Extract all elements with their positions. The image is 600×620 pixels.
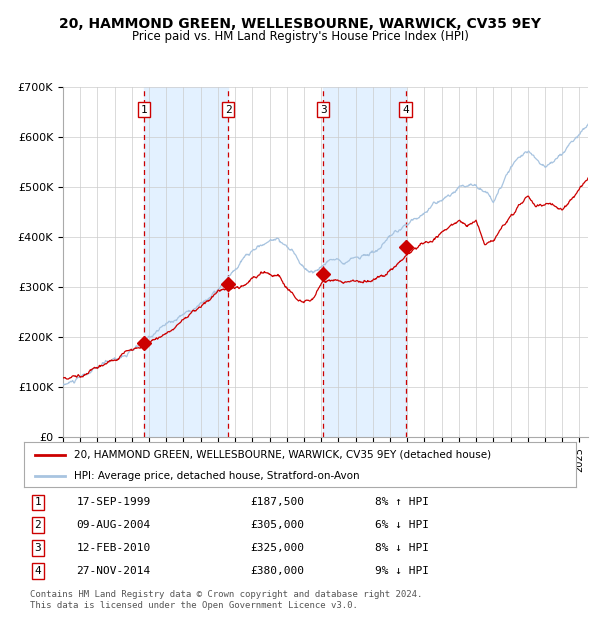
Text: Price paid vs. HM Land Registry's House Price Index (HPI): Price paid vs. HM Land Registry's House … [131,30,469,43]
Text: 8% ↓ HPI: 8% ↓ HPI [374,543,428,553]
Text: 2: 2 [225,105,232,115]
Text: 6% ↓ HPI: 6% ↓ HPI [374,520,428,530]
Text: 1: 1 [34,497,41,507]
Text: 20, HAMMOND GREEN, WELLESBOURNE, WARWICK, CV35 9EY: 20, HAMMOND GREEN, WELLESBOURNE, WARWICK… [59,17,541,32]
Text: 17-SEP-1999: 17-SEP-1999 [76,497,151,507]
Text: £305,000: £305,000 [250,520,304,530]
Text: 1: 1 [140,105,148,115]
Text: 9% ↓ HPI: 9% ↓ HPI [374,566,428,576]
Text: 2: 2 [34,520,41,530]
Text: 3: 3 [34,543,41,553]
Text: HPI: Average price, detached house, Stratford-on-Avon: HPI: Average price, detached house, Stra… [74,471,359,480]
Text: 4: 4 [34,566,41,576]
Text: 27-NOV-2014: 27-NOV-2014 [76,566,151,576]
Text: Contains HM Land Registry data © Crown copyright and database right 2024.
This d: Contains HM Land Registry data © Crown c… [30,590,422,609]
Bar [323,87,406,437]
Text: 09-AUG-2004: 09-AUG-2004 [76,520,151,530]
Bar [144,87,228,437]
Text: 3: 3 [320,105,326,115]
Text: £187,500: £187,500 [250,497,304,507]
Text: 12-FEB-2010: 12-FEB-2010 [76,543,151,553]
Text: 8% ↑ HPI: 8% ↑ HPI [374,497,428,507]
Text: £325,000: £325,000 [250,543,304,553]
Text: 4: 4 [402,105,409,115]
Text: 20, HAMMOND GREEN, WELLESBOURNE, WARWICK, CV35 9EY (detached house): 20, HAMMOND GREEN, WELLESBOURNE, WARWICK… [74,450,491,459]
Text: £380,000: £380,000 [250,566,304,576]
